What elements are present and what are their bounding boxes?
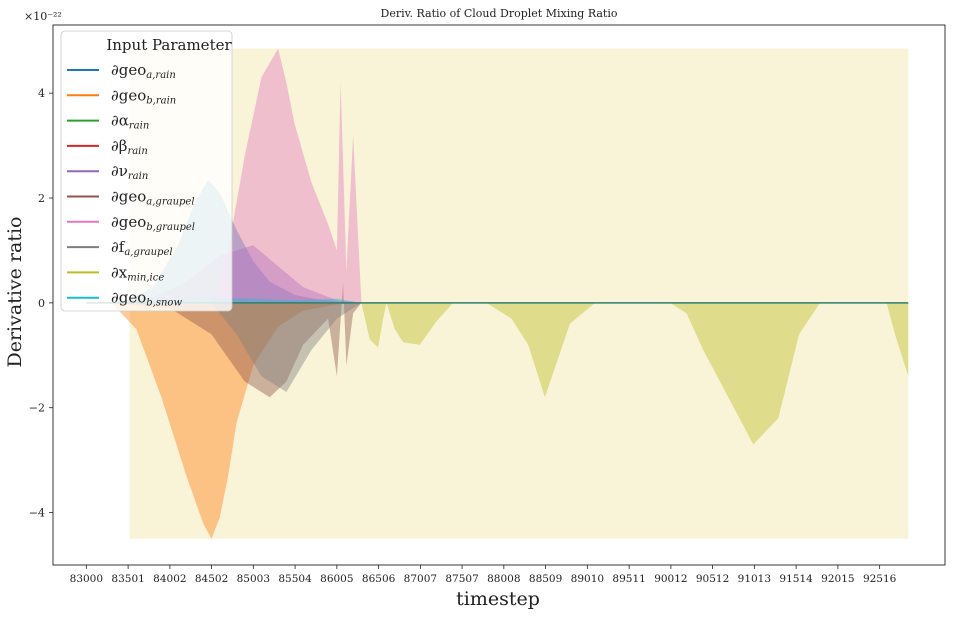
x-tick-label: 90012 [654, 573, 687, 585]
x-tick-label: 83501 [111, 573, 144, 585]
x-tick-label: 91013 [738, 573, 771, 585]
x-tick-label: 84502 [195, 573, 228, 585]
x-tick-label: 89511 [612, 573, 645, 585]
plot-area [86, 48, 909, 539]
legend-entry-0: ∂geoa,rain [111, 61, 176, 81]
chart-title: Deriv. Ratio of Cloud Droplet Mixing Rat… [381, 7, 618, 20]
x-tick-label: 87507 [445, 573, 478, 585]
x-tick-label: 89010 [571, 573, 604, 585]
legend-entry-2: ∂αrain [111, 112, 149, 132]
legend-box [60, 30, 233, 312]
x-tick-label: 83000 [70, 573, 103, 585]
x-tick-label: 91514 [779, 573, 813, 585]
y-tick-label: −4 [29, 507, 45, 520]
series-area-1 [111, 302, 909, 539]
y-axis-label: Derivative ratio [4, 217, 26, 368]
x-tick-label: 90512 [696, 573, 729, 585]
x-tick-label: 85504 [278, 573, 312, 585]
legend-entry-5: ∂geoa,graupel [111, 188, 195, 208]
y-tick-label: 4 [38, 87, 45, 100]
legend-entry-3: ∂βrain [111, 137, 148, 157]
series-area-7 [211, 302, 362, 392]
axis-ticks: 83000 83501 84002 84502 85003 85504 86005 86506… [29, 87, 897, 585]
x-tick-label: 88509 [529, 573, 562, 585]
x-tick-label: 85003 [237, 573, 270, 585]
legend: Input Parameter ∂geoa,rain ∂geob,rain ∂αra… [60, 30, 233, 312]
series-area-6 [211, 48, 362, 303]
series-area-5 [111, 281, 909, 398]
plot-frame [52, 24, 946, 566]
legend-entry-1: ∂geob,rain [111, 86, 176, 106]
x-tick-label: 86506 [362, 573, 396, 585]
y-axis-multiplier: ×10⁻²² [24, 10, 62, 23]
background-band [129, 48, 909, 539]
x-axis-label: timestep [456, 588, 540, 610]
x-tick-label: 84002 [153, 573, 186, 585]
legend-entry-4: ∂νrain [111, 162, 148, 182]
y-tick-label: 2 [38, 192, 45, 205]
x-tick-label: 88008 [487, 573, 520, 585]
legend-entry-6: ∂geob,graupel [111, 213, 195, 233]
legend-entry-8: ∂xmin,ice [111, 263, 164, 283]
legend-entry-7: ∂fa,graupel [111, 238, 173, 258]
legend-entry-9: ∂geob,snow [111, 289, 182, 309]
x-tick-label: 92516 [863, 573, 897, 585]
x-tick-label: 92015 [821, 573, 854, 585]
x-tick-label: 86005 [320, 573, 353, 585]
x-tick-label: 87007 [404, 573, 437, 585]
legend-title: Input Parameter [106, 36, 232, 54]
y-tick-label: −2 [29, 402, 45, 415]
series-area-8 [361, 302, 909, 445]
series-area-9 [111, 297, 909, 303]
y-tick-label: 0 [38, 297, 45, 310]
